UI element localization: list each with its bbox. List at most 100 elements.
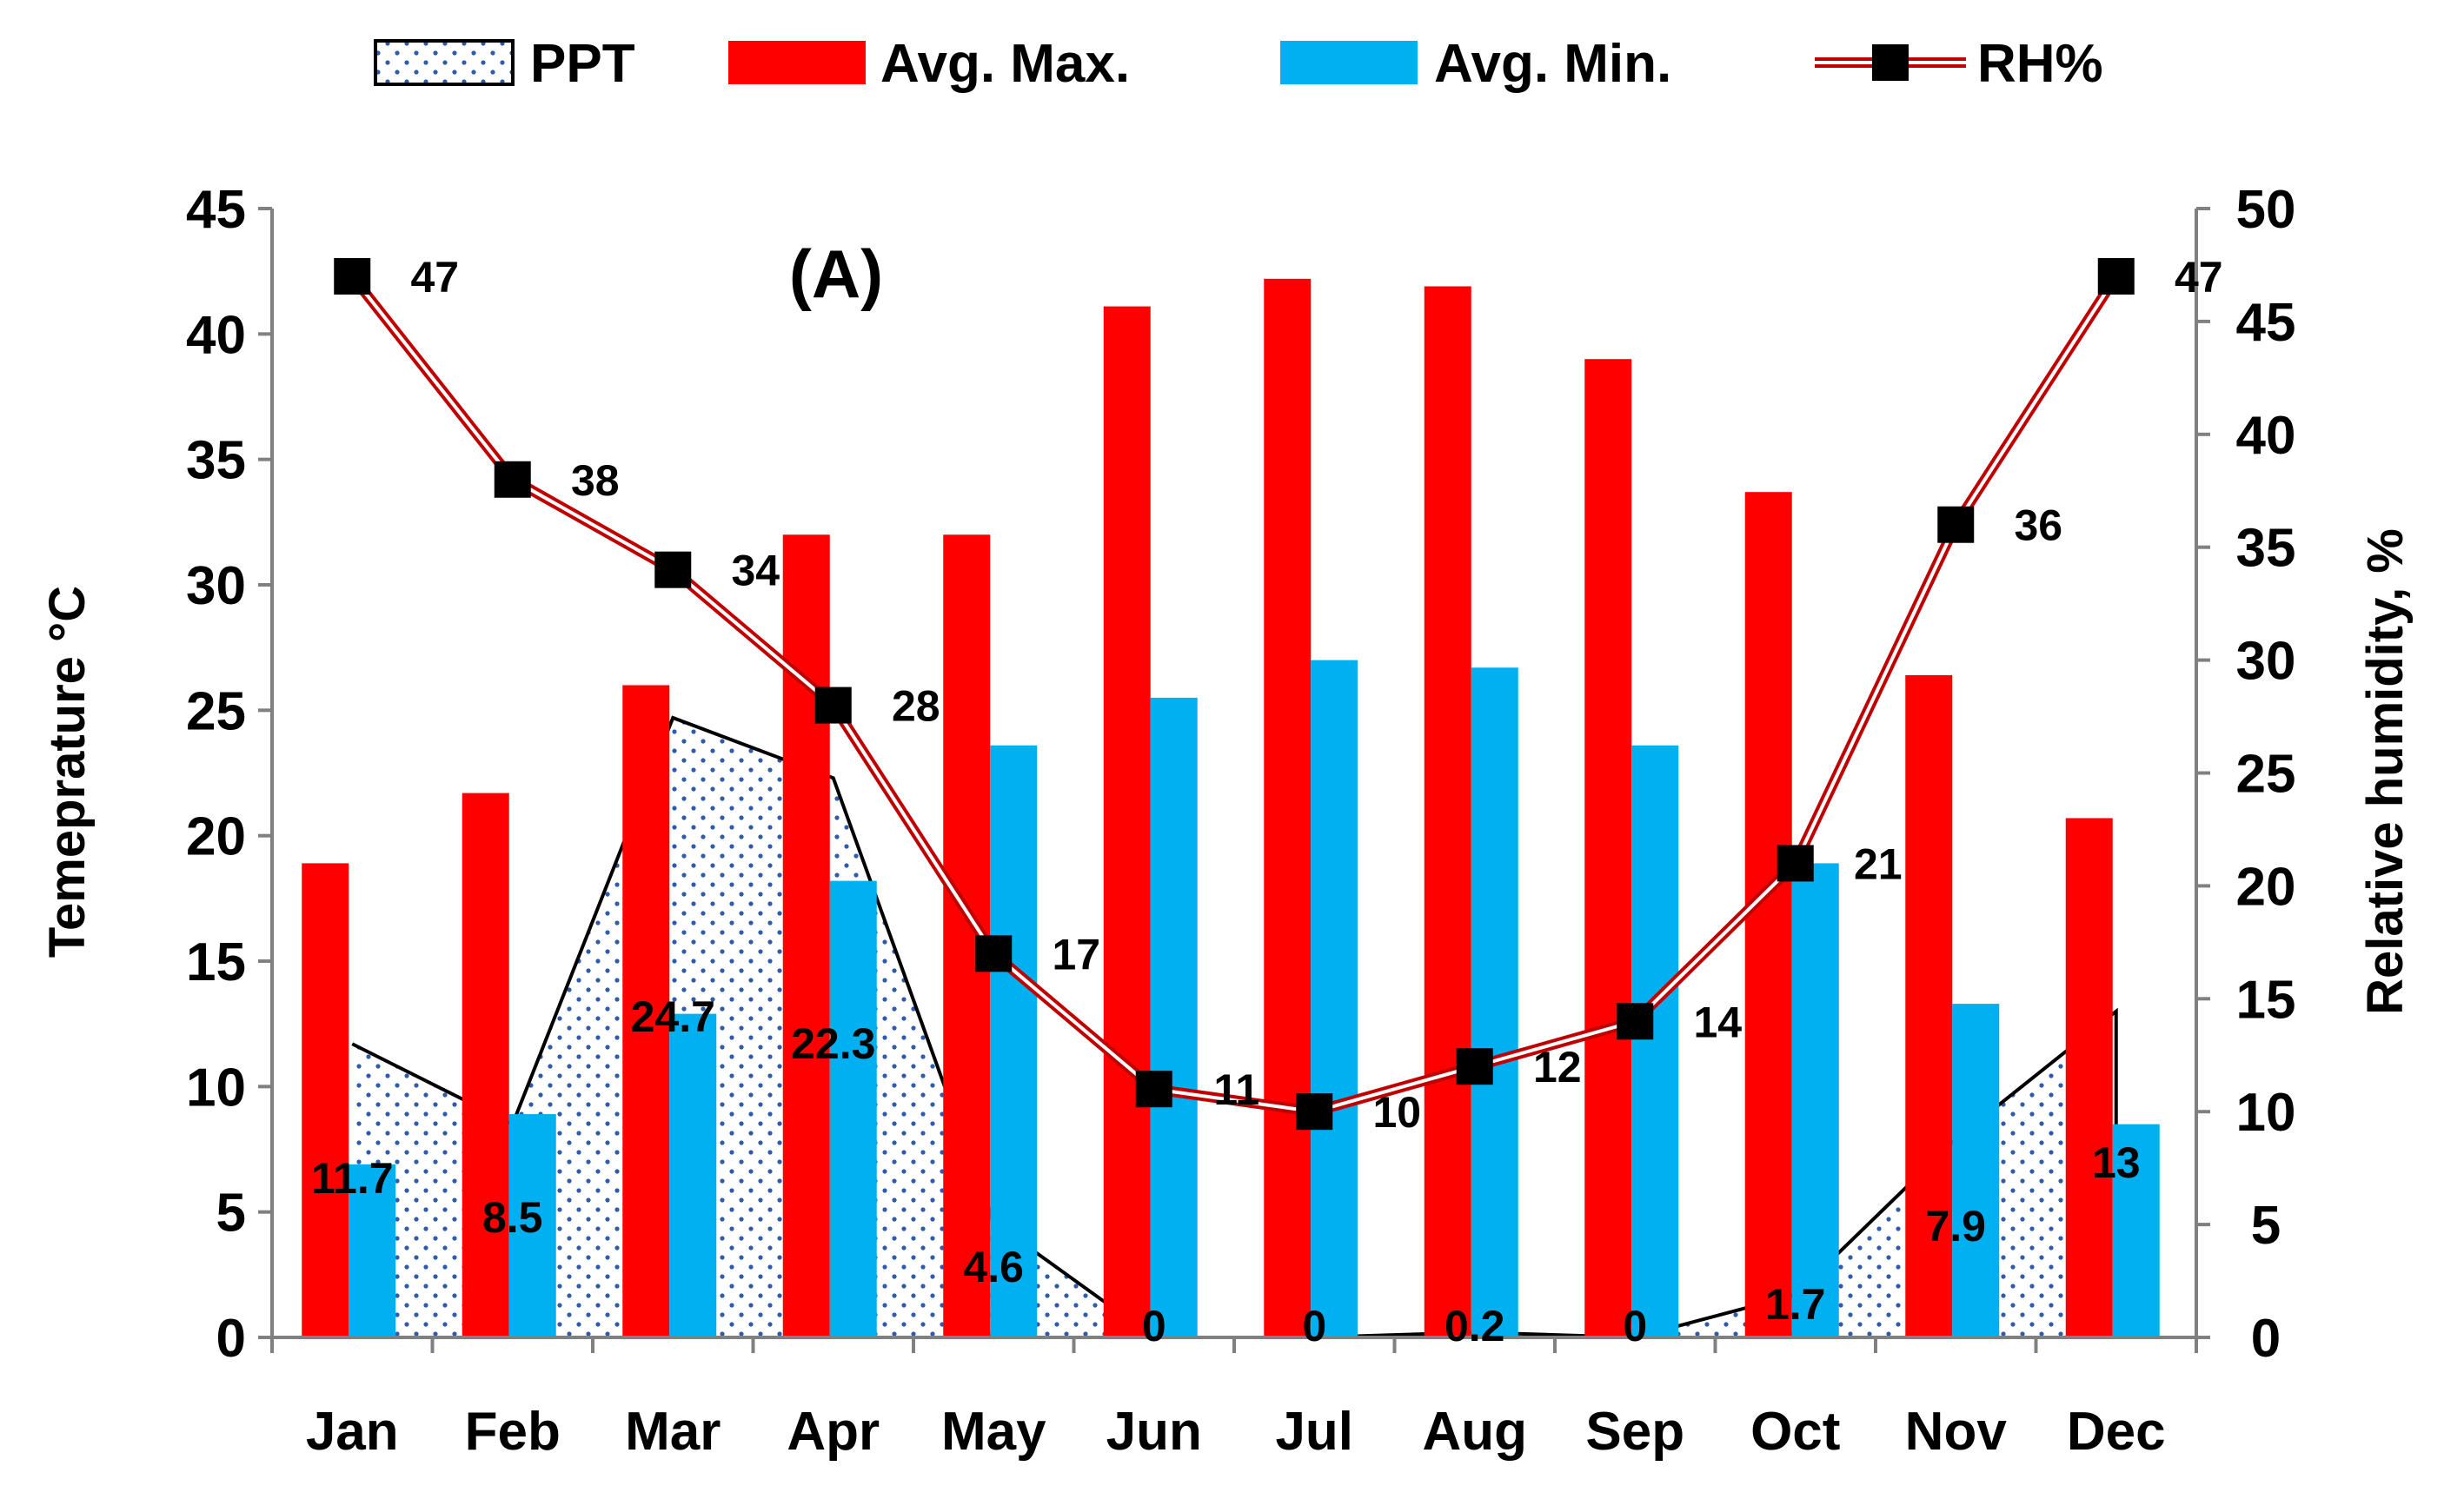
legend: PPT Avg. Max. Avg. Min. RH%: [374, 34, 2103, 94]
x-tick-label-dec: Dec: [2067, 1402, 2166, 1462]
y-right-tick-label: 0: [2251, 1309, 2281, 1369]
y-right-tick-label: 15: [2236, 970, 2296, 1030]
rh-marker-apr: [814, 687, 852, 724]
y-left-tick-label: 15: [186, 932, 246, 992]
avg-min-bar-jun: [1150, 697, 1198, 1337]
y-left-tick-label: 0: [216, 1309, 246, 1369]
y-right-tick-label: 25: [2236, 745, 2296, 805]
avg-min-bar-sep: [1631, 745, 1679, 1337]
y-axis-left-title: Temeprature °C: [39, 586, 96, 958]
rh-label-apr: 28: [892, 682, 940, 731]
avg-max-bar-jan: [302, 863, 349, 1337]
y-left-tick-label: 35: [186, 431, 246, 491]
axes-layer: 0 5 10 15 20 25 30 35 40 45 0 5 10 15 20 25 30 35 40 45 50 Ja…: [186, 180, 2295, 1462]
rh-label-sep: 14: [1693, 998, 1742, 1046]
avg-min-bar-apr: [829, 880, 877, 1337]
legend-label-ppt: PPT: [530, 34, 635, 94]
ppt-label-jun: 0: [1142, 1302, 1166, 1350]
avg-max-bar-feb: [462, 793, 509, 1337]
x-tick-label-jul: Jul: [1275, 1402, 1353, 1462]
x-tick-label-apr: Apr: [787, 1402, 880, 1462]
y-right-tick-label: 35: [2236, 519, 2296, 579]
ppt-label-feb: 8.5: [482, 1193, 543, 1242]
data-labels-layer: 47 38 34 28 17 11 10 12 14 21 36 47 11.7 8.5 24.7 22.3 4…: [311, 253, 2223, 1350]
x-tick-label-mar: Mar: [625, 1402, 721, 1462]
avg-max-bar-dec: [2065, 818, 2113, 1337]
x-tick-label-may: May: [941, 1402, 1046, 1462]
rh-label-feb: 38: [571, 456, 620, 505]
ppt-label-may: 4.6: [963, 1243, 1024, 1291]
y-left-tick-label: 25: [186, 681, 246, 741]
y-left-tick-label: 5: [216, 1184, 246, 1244]
rh-line-inner: [350, 275, 2118, 1114]
avg-min-bar-oct: [1791, 863, 1839, 1337]
rh-marker-jul: [1296, 1093, 1333, 1131]
avg-min-bar-feb: [508, 1114, 556, 1337]
y-left-tick-label: 30: [186, 556, 246, 616]
x-tick-label-aug: Aug: [1422, 1402, 1527, 1462]
ppt-label-dec: 13: [2092, 1138, 2141, 1187]
avg-min-bar-may: [990, 745, 1038, 1337]
avg-max-bar-jun: [1103, 306, 1151, 1338]
y-right-tick-label: 40: [2236, 406, 2296, 466]
avg-max-bar-sep: [1584, 359, 1632, 1338]
x-tick-label-sep: Sep: [1585, 1402, 1684, 1462]
rh-label-dec: 47: [2175, 253, 2223, 302]
rh-label-may: 17: [1052, 930, 1100, 979]
rh-marker-mar: [654, 551, 692, 588]
rh-marker-feb: [494, 461, 531, 498]
avg-min-bar-jan: [349, 1164, 396, 1337]
ppt-area-layer: [351, 715, 2118, 1340]
rh-marker-nov: [1937, 506, 1975, 543]
rh-marker-oct: [1777, 845, 1814, 882]
y-left-tick-label: 45: [186, 180, 246, 240]
legend-swatch-ppt: [374, 39, 515, 86]
ppt-label-oct: 1.7: [1765, 1280, 1826, 1329]
panel-label: (A): [789, 236, 883, 312]
y-right-tick-label: 50: [2236, 180, 2296, 240]
rh-label-jun: 11: [1213, 1065, 1259, 1114]
rh-marker-jan: [334, 257, 371, 295]
x-tick-label-jun: Jun: [1106, 1402, 1202, 1462]
avg-min-bar-mar: [669, 1013, 717, 1337]
rh-marker-aug: [1456, 1048, 1493, 1085]
ppt-label-nov: 7.9: [1925, 1202, 1986, 1251]
y-right-tick-label: 30: [2236, 632, 2296, 692]
ppt-label-aug: 0.2: [1445, 1302, 1505, 1350]
avg-max-bar-oct: [1744, 492, 1792, 1337]
y-right-tick-label: 20: [2236, 857, 2296, 917]
ppt-label-jul: 0: [1302, 1302, 1326, 1350]
y-right-tick-label: 5: [2251, 1196, 2281, 1256]
legend-swatch-avg-min: [1280, 41, 1418, 84]
rh-marker-may: [975, 935, 1013, 972]
y-right-tick-label: 45: [2236, 293, 2296, 353]
ppt-label-jan: 11.7: [311, 1154, 394, 1203]
avg-max-bar-nov: [1905, 674, 1953, 1337]
legend-label-avg-max: Avg. Max.: [880, 34, 1130, 94]
y-left-tick-label: 40: [186, 305, 246, 365]
y-left-tick-label: 20: [186, 807, 246, 867]
avg-min-bar-dec: [2112, 1124, 2160, 1337]
ppt-label-apr: 22.3: [791, 1019, 875, 1068]
x-tick-label-oct: Oct: [1750, 1402, 1840, 1462]
rh-marker-sep: [1617, 1003, 1654, 1040]
legend-swatch-rh-marker: [1872, 44, 1909, 81]
x-tick-label-feb: Feb: [465, 1402, 561, 1462]
avg-max-bar-apr: [782, 534, 830, 1337]
avg-max-bar-mar: [622, 685, 670, 1337]
rh-label-jan: 47: [410, 253, 459, 302]
ppt-area-fill: [352, 717, 2116, 1337]
rh-marker-dec: [2097, 257, 2135, 295]
rh-label-nov: 36: [2014, 501, 2062, 550]
rh-label-mar: 34: [731, 547, 780, 595]
y-right-tick-label: 10: [2236, 1083, 2296, 1143]
ppt-label-sep: 0: [1623, 1302, 1647, 1350]
rh-line-layer: [334, 257, 2135, 1131]
ppt-label-mar: 24.7: [631, 992, 715, 1041]
y-axis-right-title: Relative humidity, %: [2357, 528, 2414, 1015]
legend-label-avg-min: Avg. Min.: [1434, 34, 1671, 94]
x-tick-label-jan: Jan: [306, 1402, 399, 1462]
rh-label-aug: 12: [1533, 1043, 1582, 1091]
